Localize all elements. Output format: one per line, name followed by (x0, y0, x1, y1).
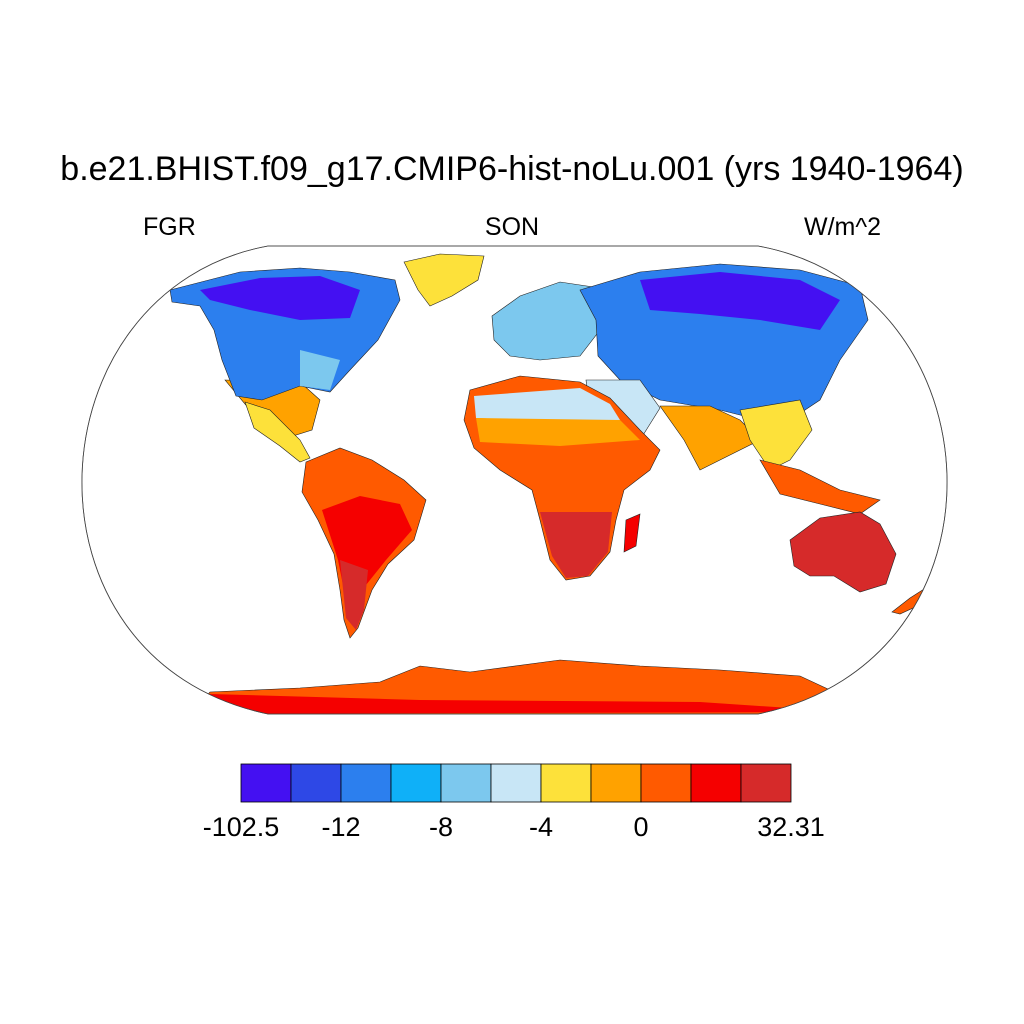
southeast-asia-region (759, 459, 881, 515)
colorbar-tick-label: 0 (633, 812, 649, 842)
colorbar-tick-label: -8 (428, 812, 454, 842)
siberia-region (640, 272, 840, 330)
colorbar-swatch (440, 763, 492, 803)
north-america-north-region (200, 276, 360, 320)
map-title: b.e21.BHIST.f09_g17.CMIP6-hist-noLu.001 … (60, 150, 964, 188)
colorbar-tick-label: 32.31 (757, 812, 825, 842)
colorbar-swatch (540, 763, 592, 803)
colorbar-swatch (490, 763, 542, 803)
colorbar-swatch (390, 763, 442, 803)
madagascar-region (623, 513, 641, 553)
colorbar-swatch (740, 763, 792, 803)
east-asia-region (739, 399, 813, 471)
south-asia-region (659, 405, 761, 471)
colorbar-tick-label: -4 (528, 812, 554, 842)
colorbar-swatch (590, 763, 642, 803)
sahel-region (476, 418, 640, 446)
antarctica-coast-region (190, 694, 850, 714)
colorbar-tick-label: -12 (321, 812, 361, 842)
australia-region (789, 511, 897, 593)
colorbar-swatch (240, 763, 292, 803)
europe-region (491, 281, 601, 361)
variable-label: FGR (143, 213, 196, 241)
colorbar (240, 763, 792, 803)
colorbar-tick-label: -102.5 (202, 812, 280, 842)
units-label: W/m^2 (803, 213, 881, 241)
southern-africa-region (540, 512, 612, 578)
sahara-region (474, 388, 620, 420)
colorbar-swatch (690, 763, 742, 803)
north-america-east-region (300, 350, 340, 390)
greenland-region (403, 253, 485, 307)
colorbar-swatch (290, 763, 342, 803)
south-america-south-region (340, 560, 368, 630)
colorbar-swatch (340, 763, 392, 803)
central-america-region (244, 401, 311, 463)
season-label: SON (484, 213, 540, 241)
colorbar-swatch (640, 763, 692, 803)
